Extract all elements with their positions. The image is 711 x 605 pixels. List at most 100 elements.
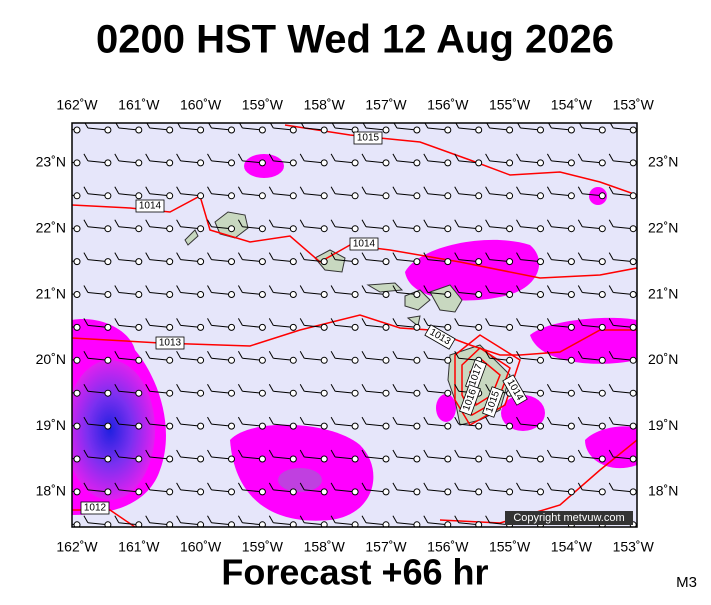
barb-station	[228, 192, 235, 200]
barb-station	[104, 389, 112, 397]
barb-station	[166, 455, 174, 463]
barb-flag	[516, 252, 521, 260]
barb-station	[320, 126, 328, 134]
barb-station	[228, 488, 235, 496]
barb-station	[537, 455, 544, 463]
barb-flag	[423, 252, 429, 260]
lon-label: 160˚W	[180, 539, 222, 555]
barb-flag	[114, 482, 120, 491]
barb-station	[567, 291, 575, 298]
barb-flag	[392, 416, 398, 425]
barb-station	[537, 258, 544, 266]
barb-station	[629, 192, 637, 200]
barb-station	[475, 225, 483, 233]
lat-label: 18˚N	[36, 483, 66, 499]
barb-flag	[268, 219, 274, 227]
barb-flag	[145, 252, 151, 260]
barb-station	[444, 488, 452, 496]
barb-flag	[577, 186, 583, 195]
barb-station	[475, 258, 483, 266]
barb-station	[228, 356, 235, 364]
barb-station	[351, 488, 359, 496]
barb-flag	[237, 515, 243, 524]
barb-station	[166, 356, 174, 364]
lon-label: 155˚W	[489, 539, 531, 555]
barb-flag	[145, 449, 151, 458]
lon-label: 159˚W	[242, 539, 284, 555]
map-area	[72, 123, 637, 527]
barb-station	[506, 126, 514, 134]
barb-station	[537, 159, 544, 167]
barb-station	[228, 422, 235, 430]
barb-flag	[516, 153, 521, 162]
barb-flag	[608, 449, 614, 458]
barb-station	[258, 389, 266, 397]
barb-flag	[361, 186, 367, 195]
barb-flag	[114, 219, 120, 227]
barb-station	[135, 389, 143, 397]
barb-station	[444, 455, 452, 463]
barb-flag	[237, 219, 243, 227]
barb-station	[475, 159, 483, 167]
barb-station	[537, 225, 544, 233]
barb-station	[289, 488, 297, 496]
barb-flag	[423, 449, 429, 458]
barb-flag	[546, 318, 552, 326]
barb-station	[73, 488, 81, 496]
barb-station	[166, 258, 174, 266]
barb-station	[598, 422, 606, 430]
barb-flag	[145, 482, 151, 491]
barb-flag	[145, 285, 151, 293]
barb-flag	[608, 416, 614, 425]
barb-flag	[176, 351, 182, 359]
barb-station	[289, 159, 297, 167]
isobar-label-text: 1013	[159, 338, 182, 349]
barb-station	[258, 356, 266, 364]
barb-station	[258, 159, 266, 167]
barb-flag	[237, 318, 243, 326]
barb-flag	[145, 351, 151, 359]
barb-station	[382, 192, 390, 200]
barb-flag	[237, 351, 243, 359]
barb-station	[289, 291, 297, 298]
barb-station	[629, 488, 637, 496]
barb-flag	[361, 219, 367, 227]
barb-flag	[114, 515, 120, 524]
barb-station	[537, 488, 544, 496]
barb-flag	[268, 383, 274, 392]
barb-station	[444, 323, 452, 331]
barb-station	[258, 291, 266, 298]
barb-station	[104, 356, 112, 364]
barb-station	[166, 488, 174, 496]
barb-station	[382, 291, 390, 298]
barb-flag	[485, 153, 491, 162]
barb-flag	[237, 416, 243, 425]
barb-flag	[330, 351, 336, 359]
barb-station	[135, 455, 143, 463]
barb-station	[413, 126, 421, 134]
barb-flag	[392, 318, 398, 326]
barb-station	[73, 389, 81, 397]
barb-station	[413, 258, 421, 266]
barb-flag	[392, 515, 398, 524]
barb-flag	[577, 449, 583, 458]
barb-flag	[485, 285, 491, 293]
barb-flag	[361, 252, 367, 260]
barb-flag	[114, 351, 120, 359]
isobar-label-box	[482, 386, 504, 418]
barb-flag	[83, 383, 89, 392]
barb-station	[289, 356, 297, 364]
barb-station	[228, 258, 235, 266]
barb-station	[104, 488, 112, 496]
barb-flag	[299, 186, 305, 195]
barb-flag	[145, 318, 151, 326]
barb-flag	[207, 351, 212, 359]
barb-flag	[176, 416, 182, 425]
barb-flag	[392, 153, 398, 162]
barb-station	[506, 356, 514, 364]
barb-flag	[577, 482, 583, 491]
barb-station	[413, 455, 421, 463]
lat-label: 22˚N	[648, 220, 678, 236]
barb-flag	[608, 252, 614, 260]
